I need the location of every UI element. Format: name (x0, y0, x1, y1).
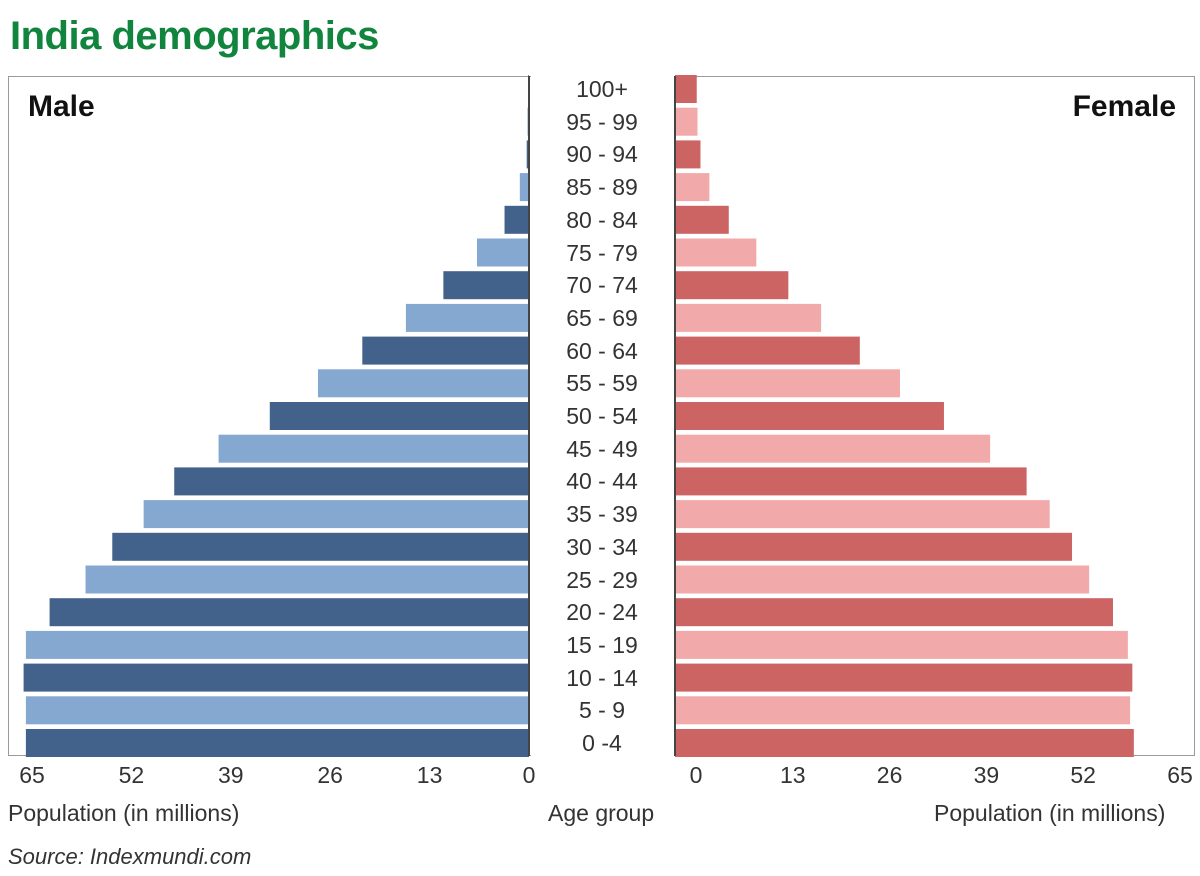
female-zero-axis (674, 76, 676, 756)
male-bar-50-54 (269, 402, 529, 430)
male-bar-0-4 (25, 729, 529, 757)
female-bar-50-54 (675, 402, 944, 430)
male-bar-25-29 (85, 565, 530, 594)
female-tick-39: 39 (973, 762, 1000, 788)
female-bar-15-19 (675, 630, 1128, 659)
female-bar-55-59 (675, 369, 901, 398)
age-axis-title: Age group (548, 800, 655, 826)
age-label-80-84: 80 - 84 (566, 206, 638, 233)
age-label-20-24: 20 - 24 (566, 599, 638, 626)
male-bar-20-24 (49, 598, 530, 627)
female-bar-70-74 (675, 271, 789, 300)
male-bar-45-49 (218, 434, 529, 463)
age-label-35-39: 35 - 39 (566, 501, 638, 528)
male-tick-52: 52 (118, 762, 145, 788)
age-label-30-34: 30 - 34 (566, 533, 638, 560)
male-tick-65: 65 (19, 762, 45, 788)
male-bar-90-94 (526, 140, 529, 169)
age-label-50-54: 50 - 54 (566, 403, 638, 429)
female-bar-65-69 (675, 303, 822, 332)
male-bar-15-19 (25, 630, 529, 659)
female-bar-80-84 (675, 205, 729, 234)
male-bar-85-89 (519, 173, 529, 202)
male-bar-65-69 (405, 303, 529, 332)
female-bar-35-39 (675, 500, 1050, 529)
male-bar-75-79 (477, 238, 529, 267)
female-bar-0-4 (675, 729, 1134, 757)
male-tick-0: 0 (522, 762, 536, 788)
age-label-60-64: 60 - 64 (566, 337, 638, 364)
male-bar-60-64 (362, 336, 529, 365)
male-bar-80-84 (504, 205, 529, 234)
age-label-75-79: 75 - 79 (566, 239, 638, 266)
male-bar-70-74 (443, 271, 529, 300)
age-label-15-19: 15 - 19 (566, 631, 638, 658)
female-tick-65: 65 (1167, 762, 1193, 788)
male-panel-label: Male (28, 90, 95, 123)
female-bar-25-29 (675, 565, 1090, 594)
male-tick-39: 39 (218, 762, 244, 788)
female-tick-13: 13 (780, 762, 806, 788)
male-tick-13: 13 (416, 762, 443, 788)
age-label-90-94: 90 - 94 (566, 141, 638, 168)
female-bar-75-79 (675, 238, 757, 267)
female-bar-60-64 (675, 336, 860, 365)
female-bar-30-34 (675, 532, 1073, 561)
female-axis-title: Population (in millions) (934, 800, 1166, 826)
age-label-65-69: 65 - 69 (566, 304, 638, 331)
age-label-95-99: 95 - 99 (566, 108, 638, 135)
female-tick-0: 0 (689, 762, 703, 788)
female-bar-45-49 (675, 434, 991, 463)
female-bar-5-9 (675, 696, 1131, 725)
female-panel-label: Female (1072, 90, 1176, 123)
female-bar-95-99 (675, 107, 698, 136)
male-zero-axis (528, 76, 530, 756)
female-bar-90-94 (675, 140, 701, 169)
male-bar-35-39 (143, 500, 529, 529)
age-label-55-59: 55 - 59 (566, 370, 638, 397)
age-label-100+: 100+ (576, 76, 628, 102)
age-label-85-89: 85 - 89 (566, 174, 638, 201)
male-bar-55-59 (317, 369, 529, 398)
female-bar-85-89 (675, 173, 710, 202)
female-bar-10-14 (675, 663, 1133, 692)
age-label-10-14: 10 - 14 (566, 664, 638, 691)
age-label-70-74: 70 - 74 (566, 272, 638, 299)
male-bar-10-14 (23, 663, 529, 692)
female-tick-26: 26 (876, 762, 903, 788)
male-axis-title: Population (in millions) (8, 800, 240, 826)
age-label-45-49: 45 - 49 (566, 435, 638, 462)
age-label-25-29: 25 - 29 (566, 566, 638, 593)
male-bar-40-44 (174, 467, 530, 496)
age-label-0-4: 0 -4 (582, 730, 622, 756)
male-bar-5-9 (25, 696, 529, 725)
male-tick-26: 26 (317, 762, 343, 788)
female-bar-20-24 (675, 598, 1113, 627)
female-bar-40-44 (675, 467, 1027, 496)
age-label-40-44: 40 - 44 (566, 468, 638, 495)
female-tick-52: 52 (1070, 762, 1096, 788)
source-note: Source: Indexmundi.com (8, 844, 252, 869)
male-bar-30-34 (112, 532, 530, 561)
female-bar-100+ (675, 75, 697, 103)
chart-title: India demographics (10, 14, 379, 58)
age-label-5-9: 5 - 9 (578, 697, 626, 724)
